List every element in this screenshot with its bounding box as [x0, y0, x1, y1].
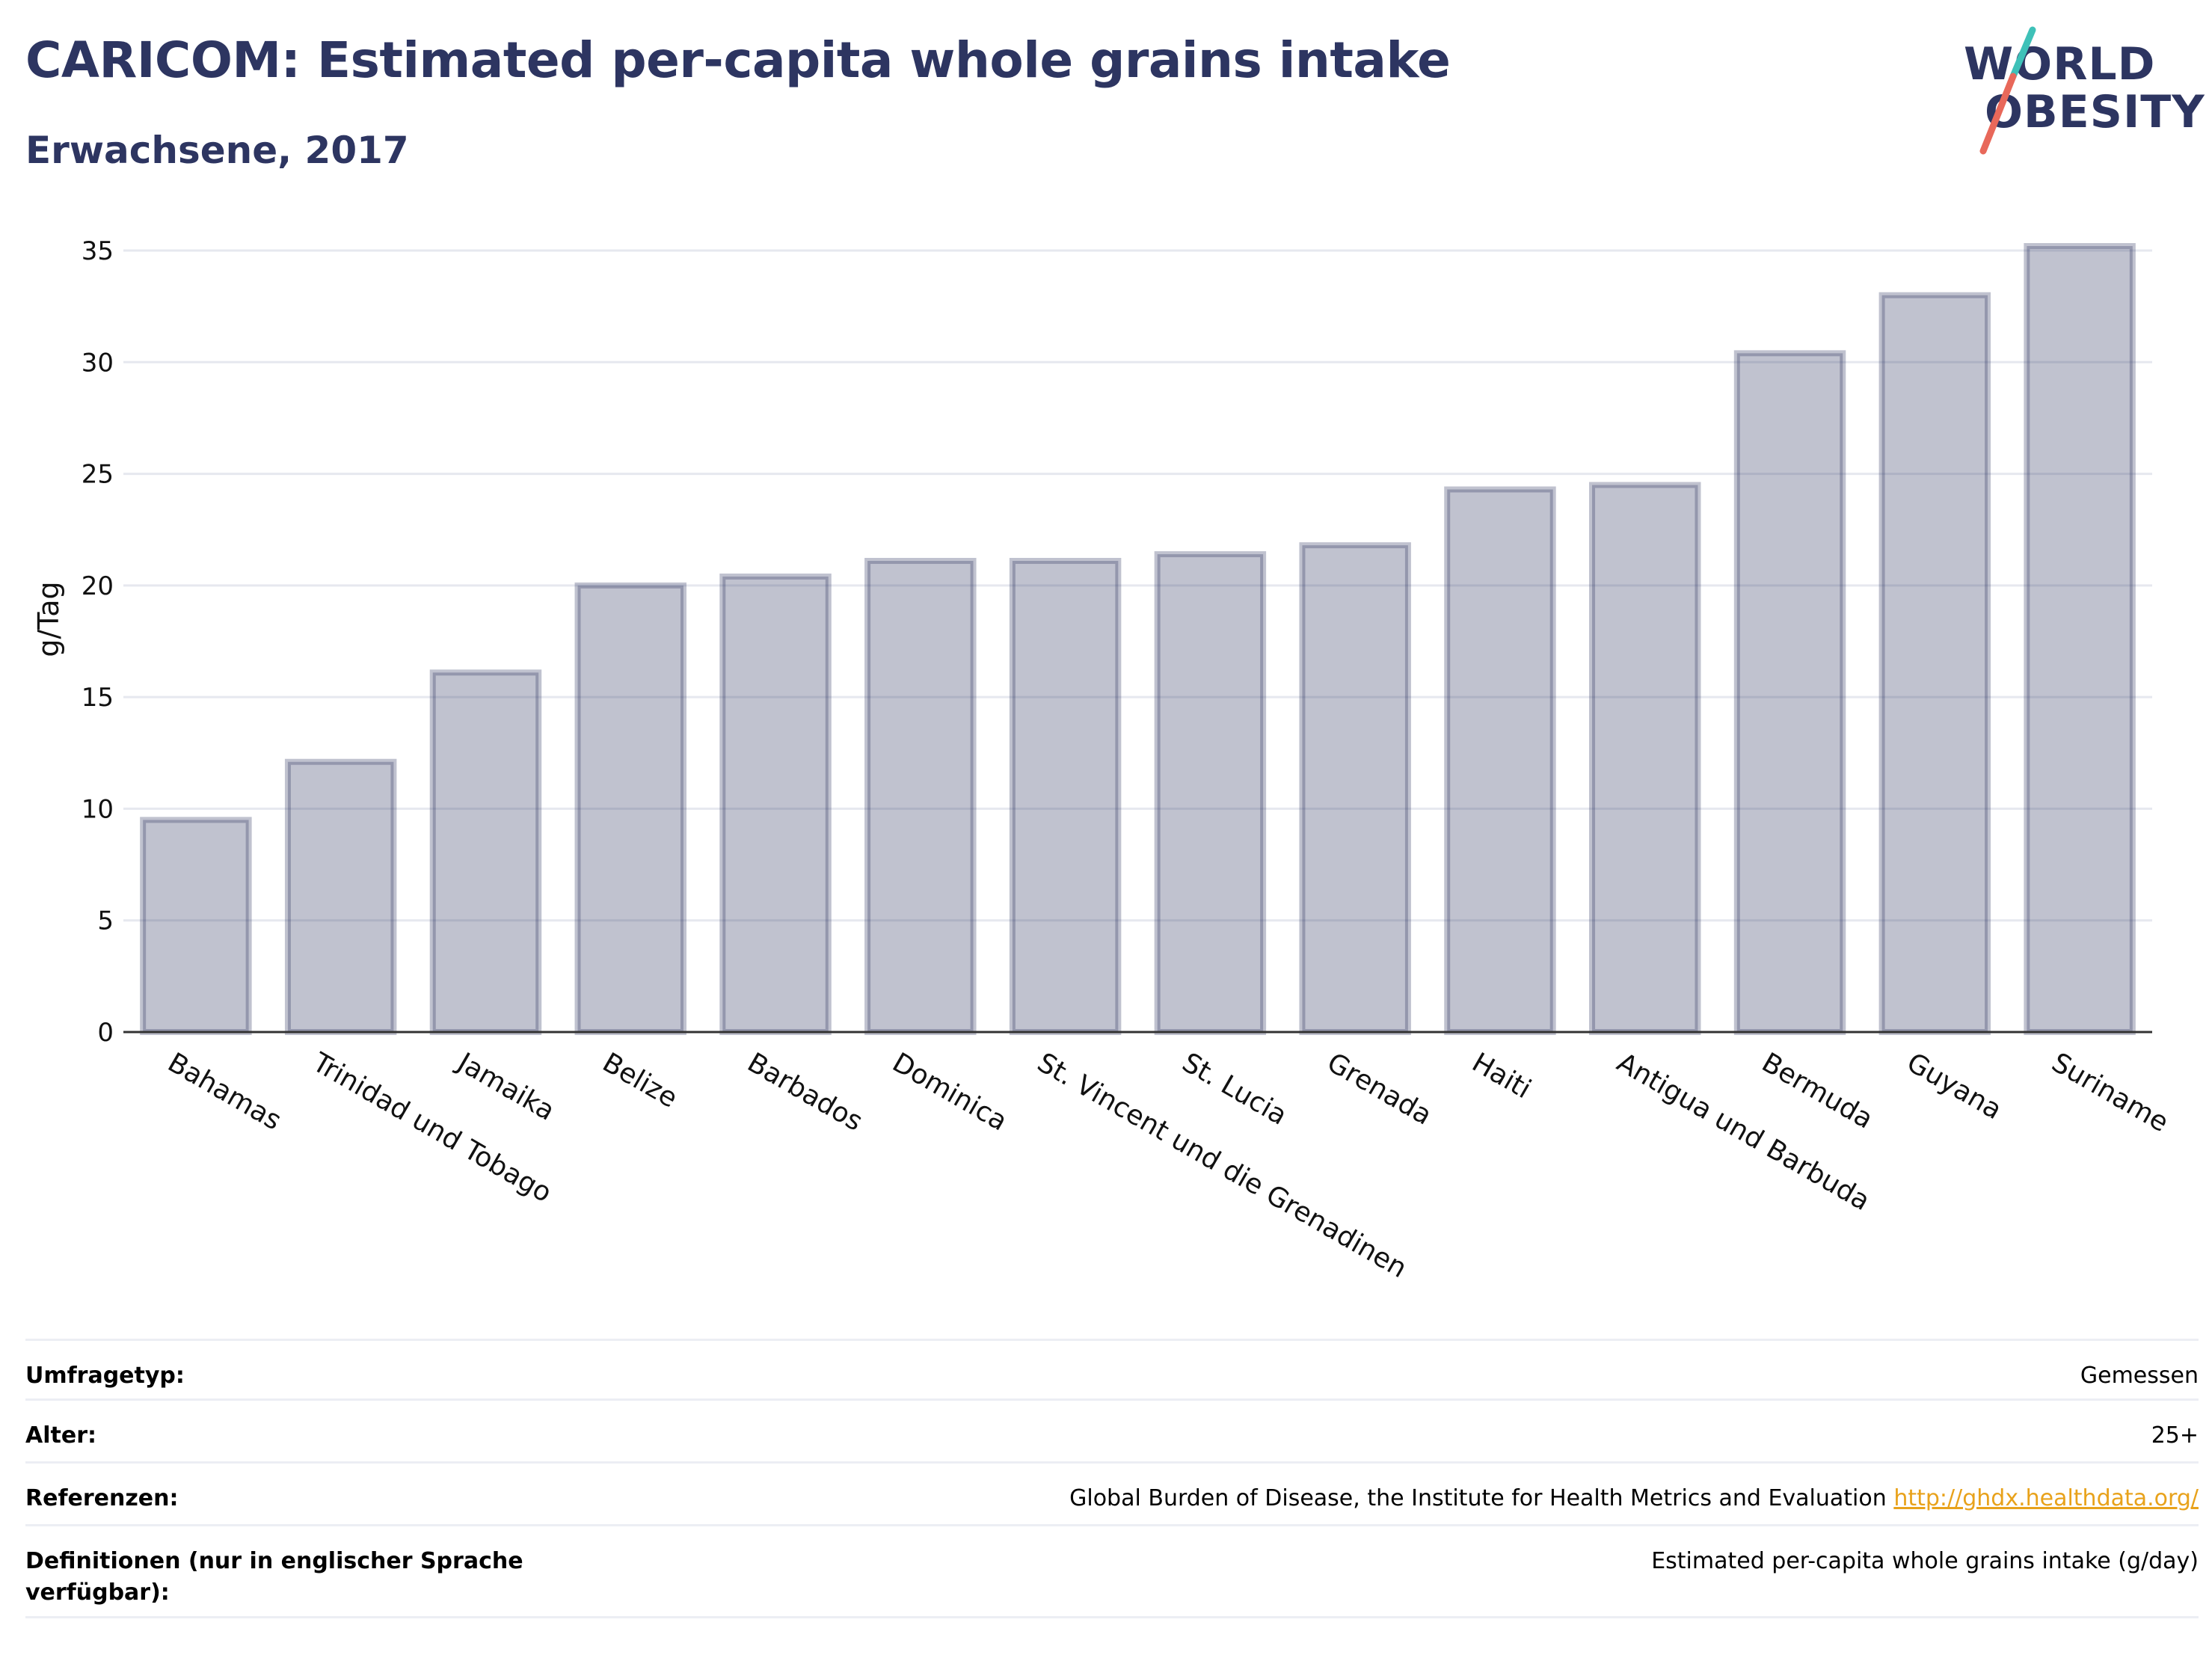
- x-tick-label: Trinidad und Tobago: [307, 1047, 556, 1209]
- chart-subtitle: Erwachsene, 2017: [25, 129, 409, 172]
- bar-antigua-und-barbuda: [1589, 482, 1701, 1035]
- bar-chart: 0 5 10 15 20 25 30 35 Bahamas Trinidad und Tobag…: [32, 236, 2174, 1284]
- info-row-references: Referenzen: Global Burden of Disease, th…: [25, 1461, 2199, 1524]
- y-tick-label: 15: [82, 683, 114, 713]
- info-value: Global Burden of Disease, the Institute …: [1069, 1483, 2199, 1514]
- bar-st-vincent-und-die-grenadinen: [1009, 558, 1122, 1035]
- info-value: Estimated per-capita whole grains intake…: [1651, 1548, 2199, 1574]
- chart-title: CARICOM: Estimated per-capita whole grai…: [25, 31, 1451, 89]
- x-tick-label: Dominica: [887, 1047, 1012, 1137]
- x-tick-label: Bahamas: [162, 1047, 286, 1136]
- reference-link[interactable]: http://ghdx.healthdata.org/: [1893, 1485, 2199, 1511]
- world-obesity-logo: WORLD OBESITY: [1952, 15, 2206, 165]
- bar-belize: [574, 582, 686, 1036]
- x-tick-label: Jamaika: [451, 1046, 559, 1127]
- x-tick-label: Haiti: [1466, 1047, 1536, 1105]
- bars: [140, 243, 2136, 1036]
- bar-dominica: [864, 558, 977, 1035]
- bar-bermuda: [1733, 350, 1846, 1036]
- logo-line-2: OBESITY: [1985, 86, 2205, 138]
- logo-slash-icon: [1979, 26, 2036, 155]
- info-label: Definitionen (nur in englischer Sprache …: [25, 1548, 523, 1606]
- logo-line-1: WORLD: [1964, 38, 2156, 90]
- bar-st-lucia: [1154, 551, 1267, 1035]
- bar-jamaika: [429, 669, 542, 1035]
- bar-grenada: [1299, 542, 1411, 1036]
- y-axis-ticks: 0 5 10 15 20 25 30 35: [82, 236, 114, 1048]
- info-value: 25+: [2151, 1422, 2199, 1449]
- reference-text: Global Burden of Disease, the Institute …: [1069, 1485, 1887, 1511]
- x-tick-label: Belize: [597, 1047, 683, 1114]
- x-tick-label: Bermuda: [1757, 1047, 1878, 1134]
- info-label: Umfragetyp:: [25, 1363, 185, 1389]
- x-tick-label: Guyana: [1902, 1047, 2007, 1126]
- bar-suriname: [2024, 243, 2136, 1036]
- x-tick-label: Barbados: [743, 1047, 868, 1137]
- info-row-survey-type: Umfragetyp: Gemessen: [25, 1339, 2199, 1398]
- y-tick-label: 25: [82, 460, 114, 490]
- info-table: Umfragetyp: Gemessen Alter: 25+ Referenz…: [25, 1339, 2199, 1618]
- info-value: Gemessen: [2080, 1363, 2199, 1389]
- y-tick-label: 0: [97, 1018, 114, 1048]
- bar-haiti: [1444, 486, 1556, 1035]
- y-tick-label: 5: [97, 906, 114, 936]
- x-tick-label: Suriname: [2047, 1047, 2174, 1138]
- info-row-age: Alter: 25+: [25, 1398, 2199, 1461]
- gridlines: [123, 249, 2152, 922]
- bar-trinidad-und-tobago: [284, 758, 397, 1035]
- info-row-definitions: Definitionen (nur in englischer Sprache …: [25, 1524, 2199, 1618]
- bar-guyana: [1878, 292, 1991, 1035]
- info-label: Referenzen:: [25, 1485, 179, 1511]
- x-tick-label: Antigua und Barbuda: [1612, 1047, 1875, 1217]
- y-tick-label: 30: [82, 348, 114, 378]
- y-tick-label: 35: [82, 236, 114, 266]
- info-label: Alter:: [25, 1422, 96, 1449]
- y-tick-label: 20: [82, 571, 114, 601]
- bar-barbados: [719, 573, 832, 1035]
- x-tick-label: Grenada: [1322, 1047, 1437, 1131]
- bar-bahamas: [140, 817, 252, 1035]
- y-tick-label: 10: [82, 794, 114, 824]
- y-axis-title: g/Tag: [32, 581, 65, 657]
- x-tick-label: St. Lucia: [1177, 1047, 1292, 1131]
